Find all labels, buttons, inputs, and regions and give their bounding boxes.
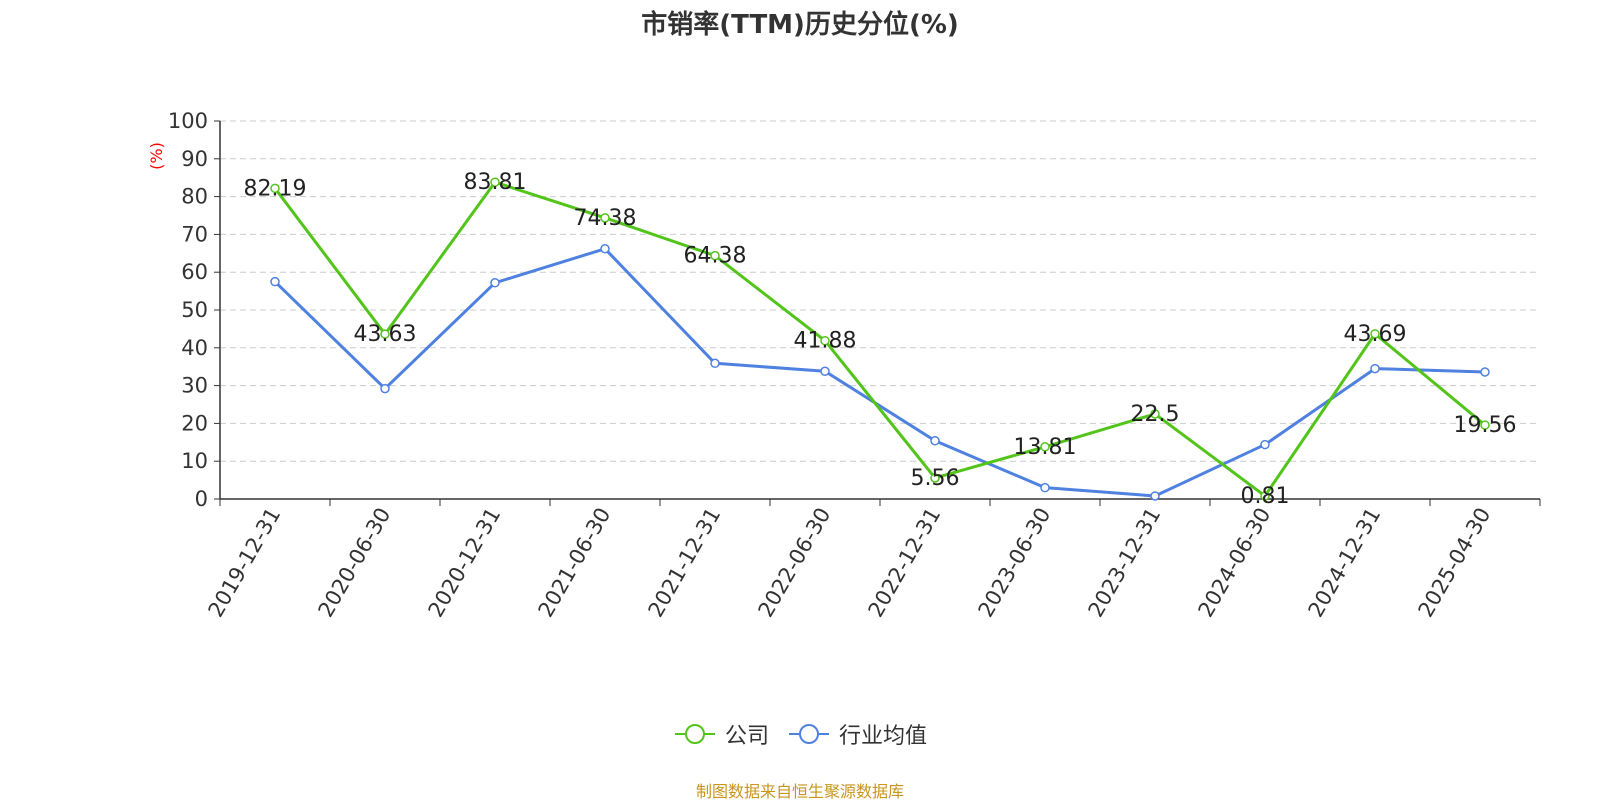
x-tick-label: 2023-06-30: [974, 504, 1056, 622]
legend-item-industry[interactable]: 行业均值: [787, 718, 927, 750]
data-point-industry: [600, 244, 610, 254]
x-tick-label: 2022-12-31: [864, 504, 946, 622]
data-point-company: [1480, 420, 1490, 430]
data-point-industry: [710, 358, 720, 369]
x-tick-label: 2020-12-31: [424, 504, 506, 622]
data-point-company: [1150, 409, 1160, 419]
y-tick-label: 50: [181, 298, 208, 322]
x-tick-label: 2021-06-30: [534, 504, 616, 622]
data-point-company: [380, 329, 390, 339]
data-labels: 82.19 43.63 83.81 74.38 64.38 41.88 5.56 13.81 2…: [244, 170, 1517, 509]
data-label: 64.38: [684, 244, 747, 269]
data-point-industry: [1040, 482, 1050, 493]
data-point-company: [490, 177, 500, 187]
data-point-company: [1370, 329, 1380, 339]
y-tick-label: 60: [181, 260, 208, 284]
y-axis-label: (%): [147, 142, 166, 170]
y-tick-label: 30: [181, 374, 208, 398]
x-tick-label: 2022-06-30: [754, 504, 836, 622]
y-tick-label: 90: [181, 147, 208, 171]
legend-marker-industry: [789, 724, 829, 744]
y-tick-label: 100: [168, 109, 208, 133]
series-line-company: [273, 180, 1486, 498]
x-tick-label: 2024-06-30: [1194, 504, 1276, 622]
y-tick-label: 0: [195, 487, 208, 511]
series-line-industry: [273, 247, 1486, 498]
data-point-company: [930, 473, 940, 483]
data-point-company: [1260, 491, 1270, 501]
data-point-industry: [490, 278, 500, 288]
data-point-industry: [930, 436, 940, 446]
data-label: 5.56: [911, 466, 960, 491]
data-point-industry: [270, 276, 280, 287]
data-point-industry: [1480, 367, 1490, 377]
data-label: 0.81: [1241, 484, 1290, 509]
y-tick-label: 70: [181, 222, 208, 246]
y-tick-label: 20: [181, 411, 208, 435]
data-label: 43.69: [1344, 322, 1407, 347]
y-tick-label: 80: [181, 185, 208, 209]
data-label: 43.63: [354, 322, 417, 347]
data-label: 82.19: [244, 176, 307, 201]
legend-marker-company: [674, 724, 715, 744]
source-note: 制图数据来自恒生聚源数据库: [695, 782, 904, 801]
data-label: 83.81: [464, 170, 527, 195]
legend: 公司 行业均值: [0, 718, 1600, 750]
x-tick-label: 2023-12-31: [1084, 504, 1166, 622]
data-label: 22.5: [1131, 402, 1180, 427]
data-point-company: [710, 250, 720, 261]
y-tick-label: 40: [181, 336, 208, 360]
data-label: 13.81: [1014, 435, 1077, 460]
x-tick-label: 2020-06-30: [314, 504, 396, 622]
series: [270, 177, 1490, 501]
data-point-industry: [820, 366, 830, 376]
legend-item-company[interactable]: 公司: [673, 718, 769, 750]
data-point-company: [1040, 442, 1050, 452]
data-point-industry: [1370, 363, 1380, 374]
data-point-company: [600, 213, 610, 223]
y-tick-label: 10: [181, 449, 208, 473]
x-tick-label: 2024-12-31: [1304, 504, 1386, 622]
data-point-industry: [1260, 439, 1270, 450]
data-point-industry: [380, 383, 390, 394]
data-point-company: [820, 335, 830, 346]
legend-label-company: 公司: [724, 724, 769, 749]
grid-lines: [220, 120, 1540, 462]
data-label: 74.38: [574, 206, 637, 231]
data-label: 41.88: [794, 329, 857, 354]
x-tick-label: 2021-12-31: [644, 504, 726, 622]
data-label: 19.56: [1454, 413, 1517, 438]
chart-title: 市销率(TTM)历史分位(%): [641, 10, 959, 40]
legend-label-industry: 行业均值: [839, 724, 928, 749]
data-point-industry: [1150, 491, 1160, 501]
data-point-company: [270, 183, 280, 194]
x-tick-label: 2019-12-31: [204, 504, 286, 622]
x-tick-label: 2025-04-30: [1414, 504, 1496, 622]
